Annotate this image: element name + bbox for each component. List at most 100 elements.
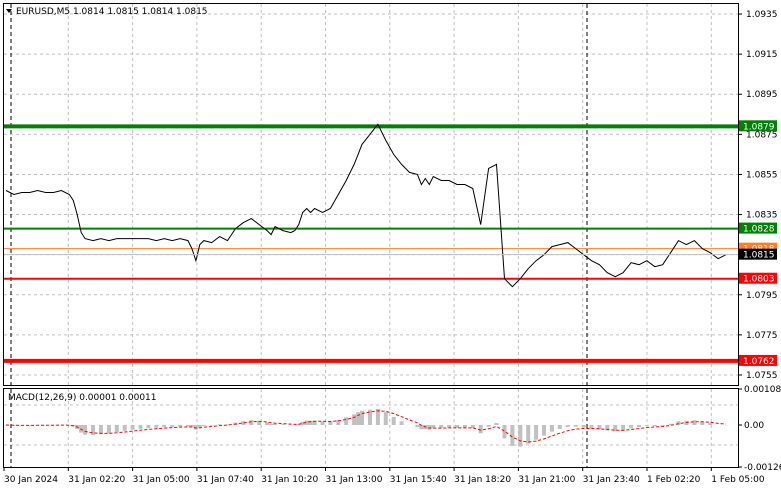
macd-signal-line bbox=[6, 411, 726, 442]
price-tick-label: 1.0915 bbox=[746, 50, 778, 60]
time-tick-label: 31 Jan 15:40 bbox=[390, 475, 447, 485]
macd-bar bbox=[146, 425, 150, 428]
macd-bar bbox=[661, 425, 665, 426]
macd-bar bbox=[352, 414, 356, 425]
macd-bar bbox=[629, 425, 633, 428]
price-tick-label: 1.0855 bbox=[746, 170, 778, 180]
macd-bar bbox=[526, 425, 530, 444]
macd-bar bbox=[131, 425, 135, 430]
horizontal-levels[interactable] bbox=[4, 126, 738, 361]
macd-bar bbox=[542, 425, 546, 436]
time-tick-label: 31 Jan 23:40 bbox=[583, 475, 640, 485]
macd-bar bbox=[582, 425, 586, 428]
price-tick-label: 1.0935 bbox=[746, 10, 778, 20]
level-price-label: 1.0828 bbox=[743, 225, 775, 235]
time-tick-label: 31 Jan 07:40 bbox=[197, 475, 254, 485]
macd-bar bbox=[249, 420, 253, 425]
macd-bar bbox=[590, 425, 594, 429]
macd-bar bbox=[534, 425, 538, 440]
macd-bar bbox=[321, 422, 325, 426]
macd-bar bbox=[202, 425, 206, 426]
macd-bar bbox=[178, 425, 182, 426]
macd-bar bbox=[392, 417, 396, 425]
time-tick-label: 31 Jan 18:20 bbox=[454, 475, 511, 485]
macd-bar bbox=[463, 425, 467, 428]
time-tick-label: 31 Jan 10:20 bbox=[261, 475, 318, 485]
level-price-label: 1.0762 bbox=[743, 357, 775, 367]
price-tick-label: 1.0895 bbox=[746, 90, 778, 100]
macd-tick-label: -0.00126 bbox=[744, 463, 781, 473]
price-line bbox=[6, 124, 726, 286]
price-tick-label: 1.0755 bbox=[746, 371, 778, 381]
symbol-ohlc-label: EURUSD,M5 1.0814 1.0815 1.0814 1.0815 bbox=[16, 7, 208, 17]
macd-bar bbox=[115, 425, 119, 432]
time-tick-label: 1 Feb 02:20 bbox=[647, 475, 701, 485]
time-axis[interactable]: 30 Jan 2024 31 Jan 02:20 31 Jan 05:00 31 Ja… bbox=[4, 467, 765, 485]
macd-bar bbox=[637, 425, 641, 427]
macd-bar bbox=[455, 425, 459, 428]
macd-bar bbox=[518, 425, 522, 447]
macd-title: MACD(12,26,9) 0.00001 0.00011 bbox=[8, 393, 157, 403]
macd-bar bbox=[471, 425, 475, 428]
macd-bar bbox=[123, 425, 127, 431]
chart-title: EURUSD,M5 1.0814 1.0815 1.0814 1.0815 bbox=[6, 7, 208, 17]
macd-bar bbox=[566, 425, 570, 427]
time-tick-label: 1 Feb 05:00 bbox=[711, 475, 765, 485]
macd-bar bbox=[170, 425, 174, 427]
price-tick-label: 1.0835 bbox=[746, 211, 778, 221]
macd-bar bbox=[574, 425, 578, 427]
macd-bar bbox=[487, 425, 491, 427]
macd-bar bbox=[154, 425, 158, 428]
macd-bar bbox=[558, 425, 562, 429]
macd-tick-label: 0.00 bbox=[744, 421, 764, 431]
macd-bar bbox=[83, 425, 87, 435]
macd-bar bbox=[281, 424, 285, 425]
macd-bar bbox=[91, 425, 95, 435]
macd-bar bbox=[503, 425, 507, 438]
macd-bar bbox=[139, 425, 143, 429]
level-price-label: 1.0879 bbox=[743, 122, 775, 132]
price-axis[interactable]: 1.09351.09151.08951.08751.08551.08351.08… bbox=[738, 10, 778, 381]
macd-bar bbox=[162, 425, 166, 427]
macd-bar bbox=[653, 425, 657, 426]
macd-bar bbox=[186, 425, 190, 426]
macd-axis[interactable]: 0.00108 0.00 -0.00126 bbox=[738, 385, 781, 473]
macd-bar bbox=[645, 425, 649, 426]
macd-bar bbox=[692, 420, 696, 425]
macd-bar bbox=[621, 425, 625, 431]
time-tick-label: 31 Jan 21:00 bbox=[518, 475, 575, 485]
macd-bar bbox=[447, 425, 451, 428]
macd-bar bbox=[107, 425, 111, 433]
time-tick-label: 31 Jan 02:20 bbox=[68, 475, 125, 485]
macd-bar bbox=[265, 423, 269, 426]
macd-bar bbox=[269, 424, 273, 425]
macd-bar bbox=[400, 421, 404, 425]
macd-bar bbox=[273, 424, 277, 425]
macd-bar bbox=[495, 423, 499, 425]
macd-tick-label: 0.00108 bbox=[744, 385, 781, 395]
macd-bar bbox=[328, 422, 332, 425]
price-pane-frame bbox=[4, 4, 739, 386]
macd-bar bbox=[218, 424, 222, 425]
macd-bar bbox=[376, 409, 380, 425]
macd-bar bbox=[708, 423, 712, 425]
price-tick-label: 1.0775 bbox=[746, 331, 778, 341]
level-price-label: 1.0803 bbox=[743, 275, 775, 285]
macd-bar bbox=[210, 425, 214, 426]
macd-bar bbox=[550, 425, 554, 432]
price-series bbox=[4, 124, 738, 286]
macd-bar bbox=[427, 425, 431, 430]
current-price-label: 1.0815 bbox=[743, 251, 775, 261]
price-tick-label: 1.0795 bbox=[746, 291, 778, 301]
macd-bar bbox=[479, 425, 483, 433]
time-tick-label: 31 Jan 05:00 bbox=[133, 475, 190, 485]
macd-bar bbox=[344, 417, 348, 425]
time-tick-label: 31 Jan 13:00 bbox=[326, 475, 383, 485]
time-tick-label: 30 Jan 2024 bbox=[4, 475, 58, 485]
macd-indicator bbox=[6, 409, 728, 447]
macd-bar bbox=[384, 412, 388, 425]
macd-bar bbox=[439, 425, 443, 428]
macd-bar bbox=[415, 425, 419, 427]
